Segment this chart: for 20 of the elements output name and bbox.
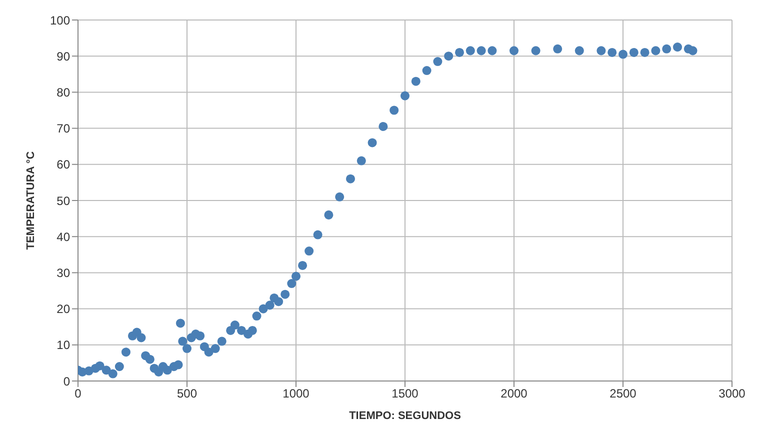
y-axis-title: TEMPERATURA °C (24, 151, 37, 250)
x-tick-label: 0 (74, 386, 82, 401)
y-tick-label: 100 (50, 13, 70, 28)
y-tick-label: 60 (56, 158, 70, 172)
x-tick-label: 1000 (282, 386, 310, 401)
y-tick-label: 40 (56, 230, 70, 244)
x-tick-label: 500 (176, 386, 198, 401)
y-tick-label: 70 (56, 122, 70, 136)
y-tick-label: 30 (56, 266, 70, 280)
y-tick-label: 10 (56, 338, 70, 352)
y-tick-label: 90 (56, 49, 70, 64)
y-tick-label: 0 (63, 374, 70, 388)
y-tick-label: 80 (56, 85, 70, 100)
x-tick-label: 2500 (610, 386, 637, 401)
x-tick-label: 1500 (392, 386, 419, 401)
y-tick-label: 50 (56, 194, 70, 208)
x-tick-label: 2000 (500, 386, 528, 401)
x-tick-label: 3000 (718, 386, 746, 401)
x-axis-title: TIEMPO: SEGUNDOS (349, 410, 461, 422)
y-tick-label: 20 (56, 302, 70, 316)
